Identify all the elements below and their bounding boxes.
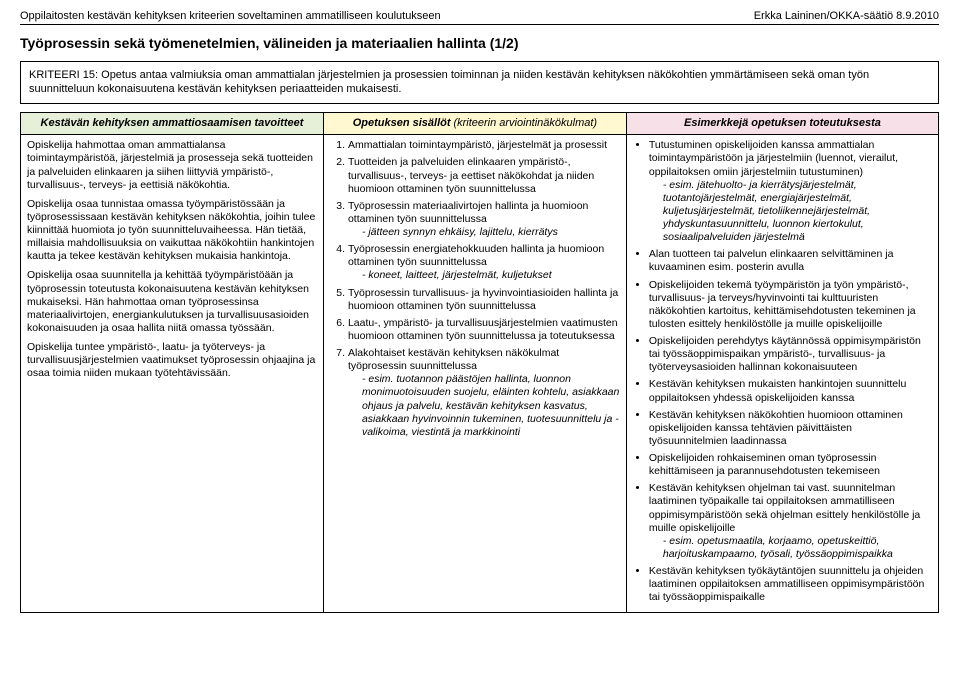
col1-cell: Opiskelija hahmottaa oman ammattialansa … — [21, 135, 324, 613]
list-item: Alan tuotteen tai palvelun elinkaaren se… — [649, 248, 932, 274]
item-text: Työprosessin turvallisuus- ja hyvinvoint… — [348, 287, 618, 312]
item-text: Tutustuminen opiskelijoiden kanssa ammat… — [649, 139, 898, 177]
item-sub: - esim. jätehuolto- ja kierrätysjärjeste… — [663, 179, 932, 245]
item-text: Kestävän kehityksen ohjelman tai vast. s… — [649, 482, 920, 533]
list-item: Kestävän kehityksen ohjelman tai vast. s… — [649, 482, 932, 561]
col1-p1: Opiskelija hahmottaa oman ammattialansa … — [27, 139, 317, 192]
list-item: Tuotteiden ja palveluiden elinkaaren ymp… — [348, 156, 620, 195]
item-text: Kestävän kehityksen työkäytäntöjen suunn… — [649, 565, 924, 603]
list-item: Opiskelijoiden rohkaiseminen oman työpro… — [649, 452, 932, 478]
header-left: Oppilaitosten kestävän kehityksen kritee… — [20, 10, 441, 22]
list-item: Opiskelijoiden tekemä työympäristön ja t… — [649, 279, 932, 332]
col2-head-text: Opetuksen sisällöt — [353, 117, 451, 129]
table-body-row: Opiskelija hahmottaa oman ammattialansa … — [21, 135, 939, 613]
item-text: Työprosessin energiatehokkuuden hallinta… — [348, 243, 604, 268]
item-text: Tuotteiden ja palveluiden elinkaaren ymp… — [348, 156, 594, 194]
col2-head-paren: (kriteerin arviointinäkökulmat) — [453, 117, 597, 129]
item-text: Laatu-, ympäristö- ja turvallisuusjärjes… — [348, 317, 618, 342]
list-item: Ammattialan toimintaympäristö, järjestel… — [348, 139, 620, 152]
item-text: Alan tuotteen tai palvelun elinkaaren se… — [649, 248, 894, 273]
item-text: Opiskelijoiden rohkaiseminen oman työpro… — [649, 452, 880, 477]
list-item: Tutustuminen opiskelijoiden kanssa ammat… — [649, 139, 932, 244]
item-sub: - koneet, laitteet, järjestelmät, kuljet… — [362, 269, 620, 282]
col1-p2: Opiskelija osaa tunnistaa omassa työympä… — [27, 198, 317, 264]
col1-p4: Opiskelija tuntee ympäristö-, laatu- ja … — [27, 341, 317, 380]
list-item: Alakohtaiset kestävän kehityksen näkökul… — [348, 347, 620, 439]
item-text: Opiskelijoiden tekemä työympäristön ja t… — [649, 279, 916, 330]
col2-header: Opetuksen sisällöt (kriteerin arviointin… — [323, 112, 626, 135]
item-text: Opiskelijoiden perehdytys käytännössä op… — [649, 335, 921, 373]
item-text: Työprosessin materiaalivirtojen hallinta… — [348, 200, 588, 225]
header-right: Erkka Laininen/OKKA-säätiö 8.9.2010 — [754, 10, 939, 22]
item-text: Kestävän kehityksen mukaisten hankintoje… — [649, 378, 906, 403]
list-item: Opiskelijoiden perehdytys käytännössä op… — [649, 335, 932, 374]
item-sub: - esim. tuotannon päästöjen hallinta, lu… — [362, 373, 620, 439]
col3-list: Tutustuminen opiskelijoiden kanssa ammat… — [633, 139, 932, 604]
col1-head-text: Kestävän kehityksen ammattiosaamisen tav… — [41, 117, 304, 129]
col3-cell: Tutustuminen opiskelijoiden kanssa ammat… — [626, 135, 938, 613]
item-sub: - jätteen synnyn ehkäisy, lajittelu, kie… — [362, 226, 620, 239]
col2-list: Ammattialan toimintaympäristö, järjestel… — [330, 139, 620, 439]
criteria-box: KRITEERI 15: Opetus antaa valmiuksia oma… — [20, 61, 939, 104]
list-item: Kestävän kehityksen näkökohtien huomioon… — [649, 409, 932, 448]
item-text: Kestävän kehityksen näkökohtien huomioon… — [649, 409, 903, 447]
item-text: Alakohtaiset kestävän kehityksen näkökul… — [348, 347, 559, 372]
list-item: Laatu-, ympäristö- ja turvallisuusjärjes… — [348, 317, 620, 343]
page-title: Työprosessin sekä työmenetelmien, väline… — [20, 35, 939, 51]
col3-head-text: Esimerkkejä opetuksen toteutuksesta — [684, 117, 881, 129]
col1-p3: Opiskelija osaa suunnitella ja kehittää … — [27, 269, 317, 335]
item-sub: - esim. opetusmaatila, korjaamo, opetusk… — [663, 535, 932, 561]
list-item: Kestävän kehityksen mukaisten hankintoje… — [649, 378, 932, 404]
col2-cell: Ammattialan toimintaympäristö, järjestel… — [323, 135, 626, 613]
content-table: Kestävän kehityksen ammattiosaamisen tav… — [20, 112, 939, 614]
col1-header: Kestävän kehityksen ammattiosaamisen tav… — [21, 112, 324, 135]
list-item: Kestävän kehityksen työkäytäntöjen suunn… — [649, 565, 932, 604]
header-rule — [20, 24, 939, 25]
list-item: Työprosessin energiatehokkuuden hallinta… — [348, 243, 620, 282]
table-header-row: Kestävän kehityksen ammattiosaamisen tav… — [21, 112, 939, 135]
list-item: Työprosessin materiaalivirtojen hallinta… — [348, 200, 620, 239]
item-text: Ammattialan toimintaympäristö, järjestel… — [348, 139, 607, 151]
list-item: Työprosessin turvallisuus- ja hyvinvoint… — [348, 287, 620, 313]
col3-header: Esimerkkejä opetuksen toteutuksesta — [626, 112, 938, 135]
page-header: Oppilaitosten kestävän kehityksen kritee… — [20, 10, 939, 22]
